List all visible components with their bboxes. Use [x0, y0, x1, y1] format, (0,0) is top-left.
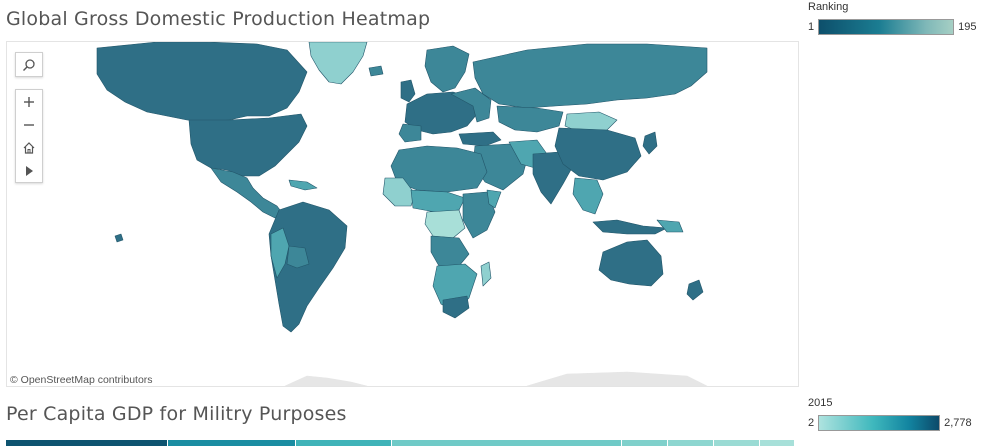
- legend-ranking-gradient[interactable]: [818, 19, 955, 35]
- world-map[interactable]: © OpenStreetMap contributors: [6, 41, 799, 387]
- region-sahel: [410, 189, 466, 213]
- region-west-africa: [382, 177, 416, 207]
- treemap-cell[interactable]: [760, 440, 795, 446]
- map-attribution[interactable]: © OpenStreetMap contributors: [7, 374, 156, 386]
- treemap-strip[interactable]: [6, 440, 795, 446]
- region-se-asia: [572, 177, 604, 215]
- region-hawaii: [114, 233, 124, 243]
- legend-ranking-title: Ranking: [808, 1, 849, 13]
- region-iberia: [398, 123, 422, 143]
- region-png: [656, 219, 684, 233]
- region-china: [554, 127, 642, 181]
- region-horn-africa: [486, 189, 502, 209]
- legend-2015-max: 2,778: [944, 417, 972, 429]
- region-south-america: [268, 201, 348, 333]
- legend-2015-title: 2015: [808, 397, 833, 409]
- treemap-cell[interactable]: [392, 440, 622, 446]
- region-antarctica-2: [526, 371, 708, 386]
- region-kazakhstan: [496, 105, 564, 133]
- world-map-canvas[interactable]: [7, 42, 798, 386]
- legend-ranking-min: 1: [808, 21, 815, 33]
- region-australia: [598, 239, 664, 287]
- region-uk: [400, 79, 416, 103]
- home-icon[interactable]: [16, 136, 42, 159]
- region-iceland: [368, 65, 384, 77]
- region-north-africa: [390, 145, 488, 193]
- region-south-africa: [442, 295, 470, 319]
- region-eastern-europe: [450, 87, 492, 123]
- region-bolivia: [286, 245, 310, 269]
- secondary-title: Per Capita GDP for Militry Purposes: [6, 403, 347, 425]
- region-new-zealand: [686, 279, 704, 301]
- treemap-cell[interactable]: [622, 440, 668, 446]
- region-antarctica: [284, 375, 368, 386]
- legend-2015: 2015 2 2,778: [808, 397, 972, 431]
- treemap-cell[interactable]: [714, 440, 760, 446]
- region-central-africa: [424, 209, 466, 239]
- play-icon[interactable]: [16, 159, 42, 182]
- region-greenland: [308, 42, 368, 85]
- region-turkey: [458, 131, 502, 147]
- treemap-cell[interactable]: [168, 440, 296, 446]
- region-congo: [430, 235, 470, 267]
- region-caribbean: [288, 179, 318, 191]
- zoom-in-icon[interactable]: [16, 90, 42, 113]
- region-indonesia: [592, 219, 668, 235]
- legend-2015-gradient[interactable]: [818, 415, 941, 431]
- map-title: Global Gross Domestic Production Heatmap: [6, 8, 431, 30]
- map-toolbar: [15, 52, 43, 183]
- treemap-cell[interactable]: [6, 440, 168, 446]
- search-icon[interactable]: [16, 53, 42, 76]
- zoom-tools: [15, 89, 43, 183]
- region-scandinavia: [424, 45, 470, 93]
- region-russia: [472, 43, 708, 109]
- treemap-cell[interactable]: [296, 440, 392, 446]
- legend-2015-min: 2: [808, 417, 815, 429]
- legend-ranking-max: 195: [958, 21, 977, 33]
- search-tool[interactable]: [15, 52, 43, 77]
- region-usa: [188, 113, 308, 177]
- region-japan: [642, 131, 658, 155]
- region-south-america-west: [270, 227, 290, 279]
- treemap-cell[interactable]: [668, 440, 714, 446]
- region-madagascar: [480, 261, 492, 287]
- legend-ranking: Ranking 1 195: [808, 1, 976, 35]
- region-canada: [96, 42, 308, 123]
- zoom-out-icon[interactable]: [16, 113, 42, 136]
